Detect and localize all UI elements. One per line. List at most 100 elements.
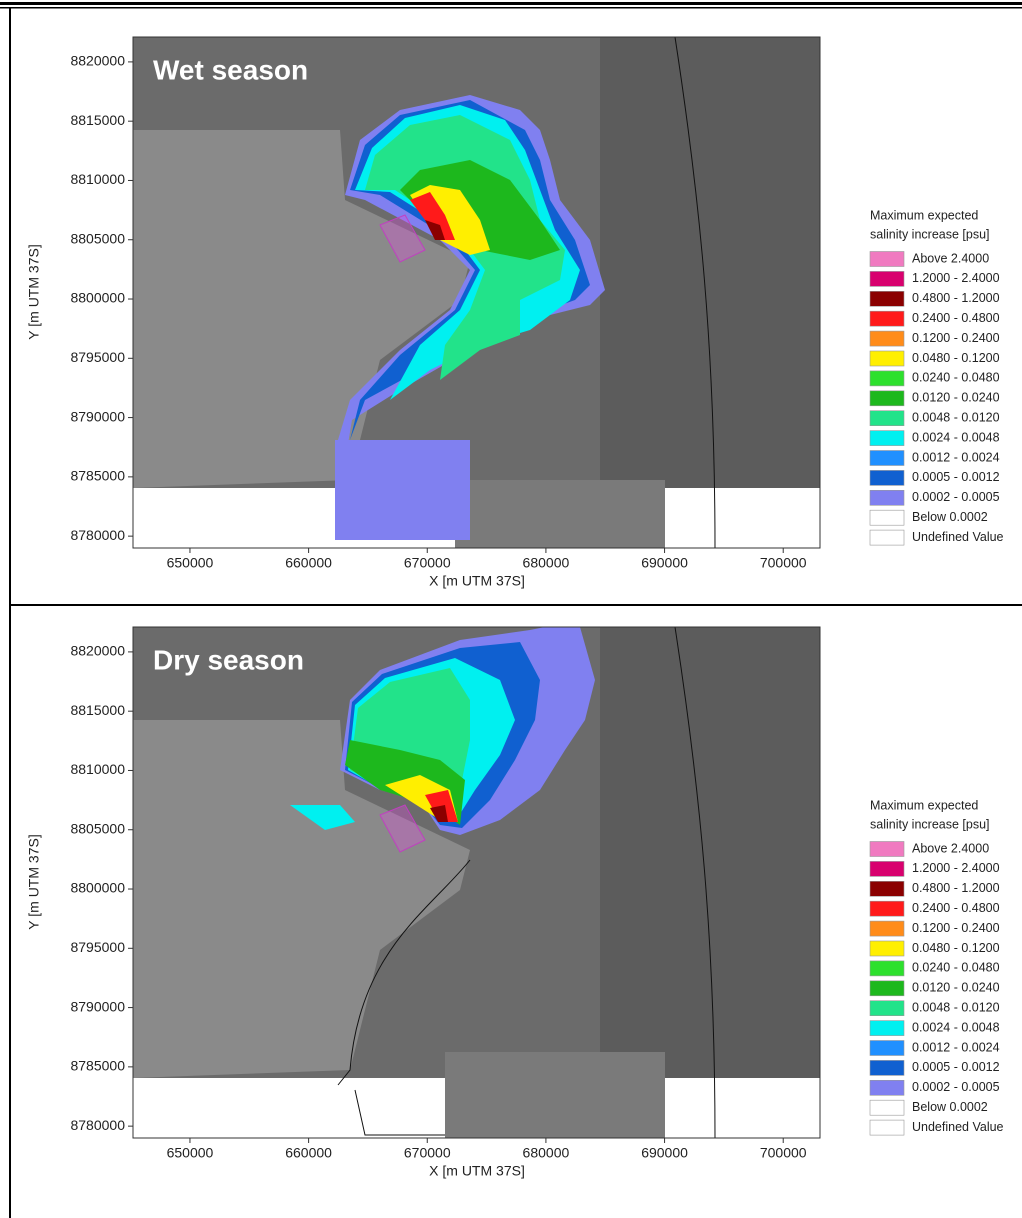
left-border <box>9 8 11 1218</box>
y-tick-label: 8790000 <box>70 408 125 424</box>
legend-title: Maximum expected <box>870 798 978 812</box>
legend-swatch <box>870 271 904 286</box>
legend-swatch <box>870 1021 904 1036</box>
x-tick-label: 700000 <box>760 555 807 571</box>
legend-label: 0.0024 - 0.0048 <box>912 1020 1000 1034</box>
y-tick-label: 8800000 <box>70 880 125 896</box>
image-tile <box>445 1052 665 1138</box>
y-tick-label: 8795000 <box>70 939 125 955</box>
legend-swatch <box>870 941 904 956</box>
x-tick-label: 690000 <box>641 1145 688 1161</box>
sea <box>600 627 820 1078</box>
legend-label: 0.0120 - 0.0240 <box>912 391 1000 405</box>
x-tick-label: 660000 <box>285 1145 332 1161</box>
x-tick-label: 670000 <box>404 1145 451 1161</box>
legend-swatch <box>870 1120 904 1135</box>
legend-swatch <box>870 371 904 386</box>
legend-label: Above 2.4000 <box>912 841 989 855</box>
x-tick-label: 700000 <box>760 1145 807 1161</box>
x-tick-label: 680000 <box>523 555 570 571</box>
sea <box>600 37 820 488</box>
legend-swatch <box>870 391 904 406</box>
legend-swatch <box>870 411 904 426</box>
x-tick-label: 690000 <box>641 555 688 571</box>
legend-swatch <box>870 1001 904 1016</box>
x-tick-label: 650000 <box>167 555 214 571</box>
legend-swatch <box>870 961 904 976</box>
y-tick-label: 8815000 <box>70 702 125 718</box>
y-tick-label: 8780000 <box>70 1117 125 1133</box>
y-tick-label: 8820000 <box>70 53 125 69</box>
legend-label: Below 0.0002 <box>912 1100 988 1114</box>
legend-swatch <box>870 1041 904 1056</box>
panel: Wet season650000660000670000680000690000… <box>26 37 1004 589</box>
top-rule <box>0 2 1022 5</box>
figure: Wet season 650000 660000 670000 680000 690000… <box>0 0 1022 1218</box>
legend-swatch <box>870 861 904 876</box>
legend-swatch <box>870 311 904 326</box>
legend-label: 0.0012 - 0.0024 <box>912 1040 1000 1054</box>
panel-divider <box>9 604 1022 606</box>
legend-swatch <box>870 1080 904 1095</box>
legend-swatch <box>870 431 904 446</box>
y-axis-label: Y [m UTM 37S] <box>26 244 42 339</box>
legend-label: 0.1200 - 0.2400 <box>912 921 1000 935</box>
legend-label: 0.1200 - 0.2400 <box>912 331 1000 345</box>
y-tick-label: 8810000 <box>70 171 125 187</box>
legend-label: 1.2000 - 2.4000 <box>912 271 1000 285</box>
legend-label: 0.0005 - 0.0012 <box>912 1060 1000 1074</box>
legend-label: Above 2.4000 <box>912 251 989 265</box>
legend-label: Undefined Value <box>912 1120 1004 1134</box>
legend-title: Maximum expected <box>870 208 978 222</box>
legend-label: 0.0480 - 0.1200 <box>912 941 1000 955</box>
x-tick-label: 680000 <box>523 1145 570 1161</box>
x-axis-label: X [m UTM 37S] <box>429 573 525 589</box>
y-tick-label: 8780000 <box>70 527 125 543</box>
legend-swatch <box>870 351 904 366</box>
legend-swatch <box>870 510 904 525</box>
y-tick-label: 8805000 <box>70 230 125 246</box>
legend-label: 0.0012 - 0.0024 <box>912 450 1000 464</box>
legend-label: 0.4800 - 1.2000 <box>912 881 1000 895</box>
panel-title: Wet season <box>153 54 308 85</box>
panel-title: Dry season <box>153 644 304 675</box>
plume <box>335 440 470 540</box>
top-rule <box>0 7 1022 9</box>
legend-label: Undefined Value <box>912 530 1004 544</box>
legend-label: 0.0240 - 0.0480 <box>912 371 1000 385</box>
legend-label: 0.0005 - 0.0012 <box>912 470 1000 484</box>
x-tick-label: 670000 <box>404 555 451 571</box>
legend-swatch <box>870 470 904 485</box>
legend-swatch <box>870 451 904 466</box>
legend-label: 0.0048 - 0.0120 <box>912 1000 1000 1014</box>
y-axis-label: Y [m UTM 37S] <box>26 834 42 929</box>
image-tile <box>455 480 665 548</box>
legend-swatch <box>870 901 904 916</box>
legend-label: 0.0240 - 0.0480 <box>912 961 1000 975</box>
legend-label: 0.0002 - 0.0005 <box>912 1080 1000 1094</box>
legend-title: salinity increase [psu] <box>870 817 990 831</box>
legend-label: 1.2000 - 2.4000 <box>912 861 1000 875</box>
no-data <box>133 1078 445 1138</box>
y-tick-label: 8795000 <box>70 349 125 365</box>
x-axis-label: X [m UTM 37S] <box>429 1163 525 1179</box>
legend-swatch <box>870 530 904 545</box>
legend-swatch <box>870 981 904 996</box>
legend-label: 0.0120 - 0.0240 <box>912 981 1000 995</box>
y-tick-label: 8810000 <box>70 761 125 777</box>
legend-swatch <box>870 1100 904 1115</box>
legend-label: 0.0024 - 0.0048 <box>912 430 1000 444</box>
y-tick-label: 8785000 <box>70 1058 125 1074</box>
legend-swatch <box>870 252 904 267</box>
legend-swatch <box>870 331 904 346</box>
y-tick-label: 8790000 <box>70 998 125 1014</box>
legend-swatch <box>870 842 904 857</box>
no-data <box>665 1078 820 1138</box>
legend-label: 0.0048 - 0.0120 <box>912 410 1000 424</box>
legend-swatch <box>870 881 904 896</box>
legend-title: salinity increase [psu] <box>870 227 990 241</box>
y-tick-label: 8785000 <box>70 468 125 484</box>
no-data <box>665 488 820 548</box>
legend-label: 0.4800 - 1.2000 <box>912 291 1000 305</box>
